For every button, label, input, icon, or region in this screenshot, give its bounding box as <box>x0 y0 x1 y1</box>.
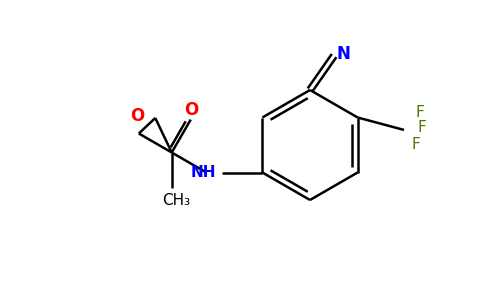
Text: F: F <box>418 120 426 135</box>
Text: N: N <box>336 45 350 63</box>
Text: O: O <box>130 107 144 125</box>
Text: CH₃: CH₃ <box>162 193 190 208</box>
Text: F: F <box>411 137 421 152</box>
Text: NH: NH <box>191 165 216 180</box>
Text: F: F <box>416 105 424 120</box>
Text: O: O <box>184 100 199 118</box>
